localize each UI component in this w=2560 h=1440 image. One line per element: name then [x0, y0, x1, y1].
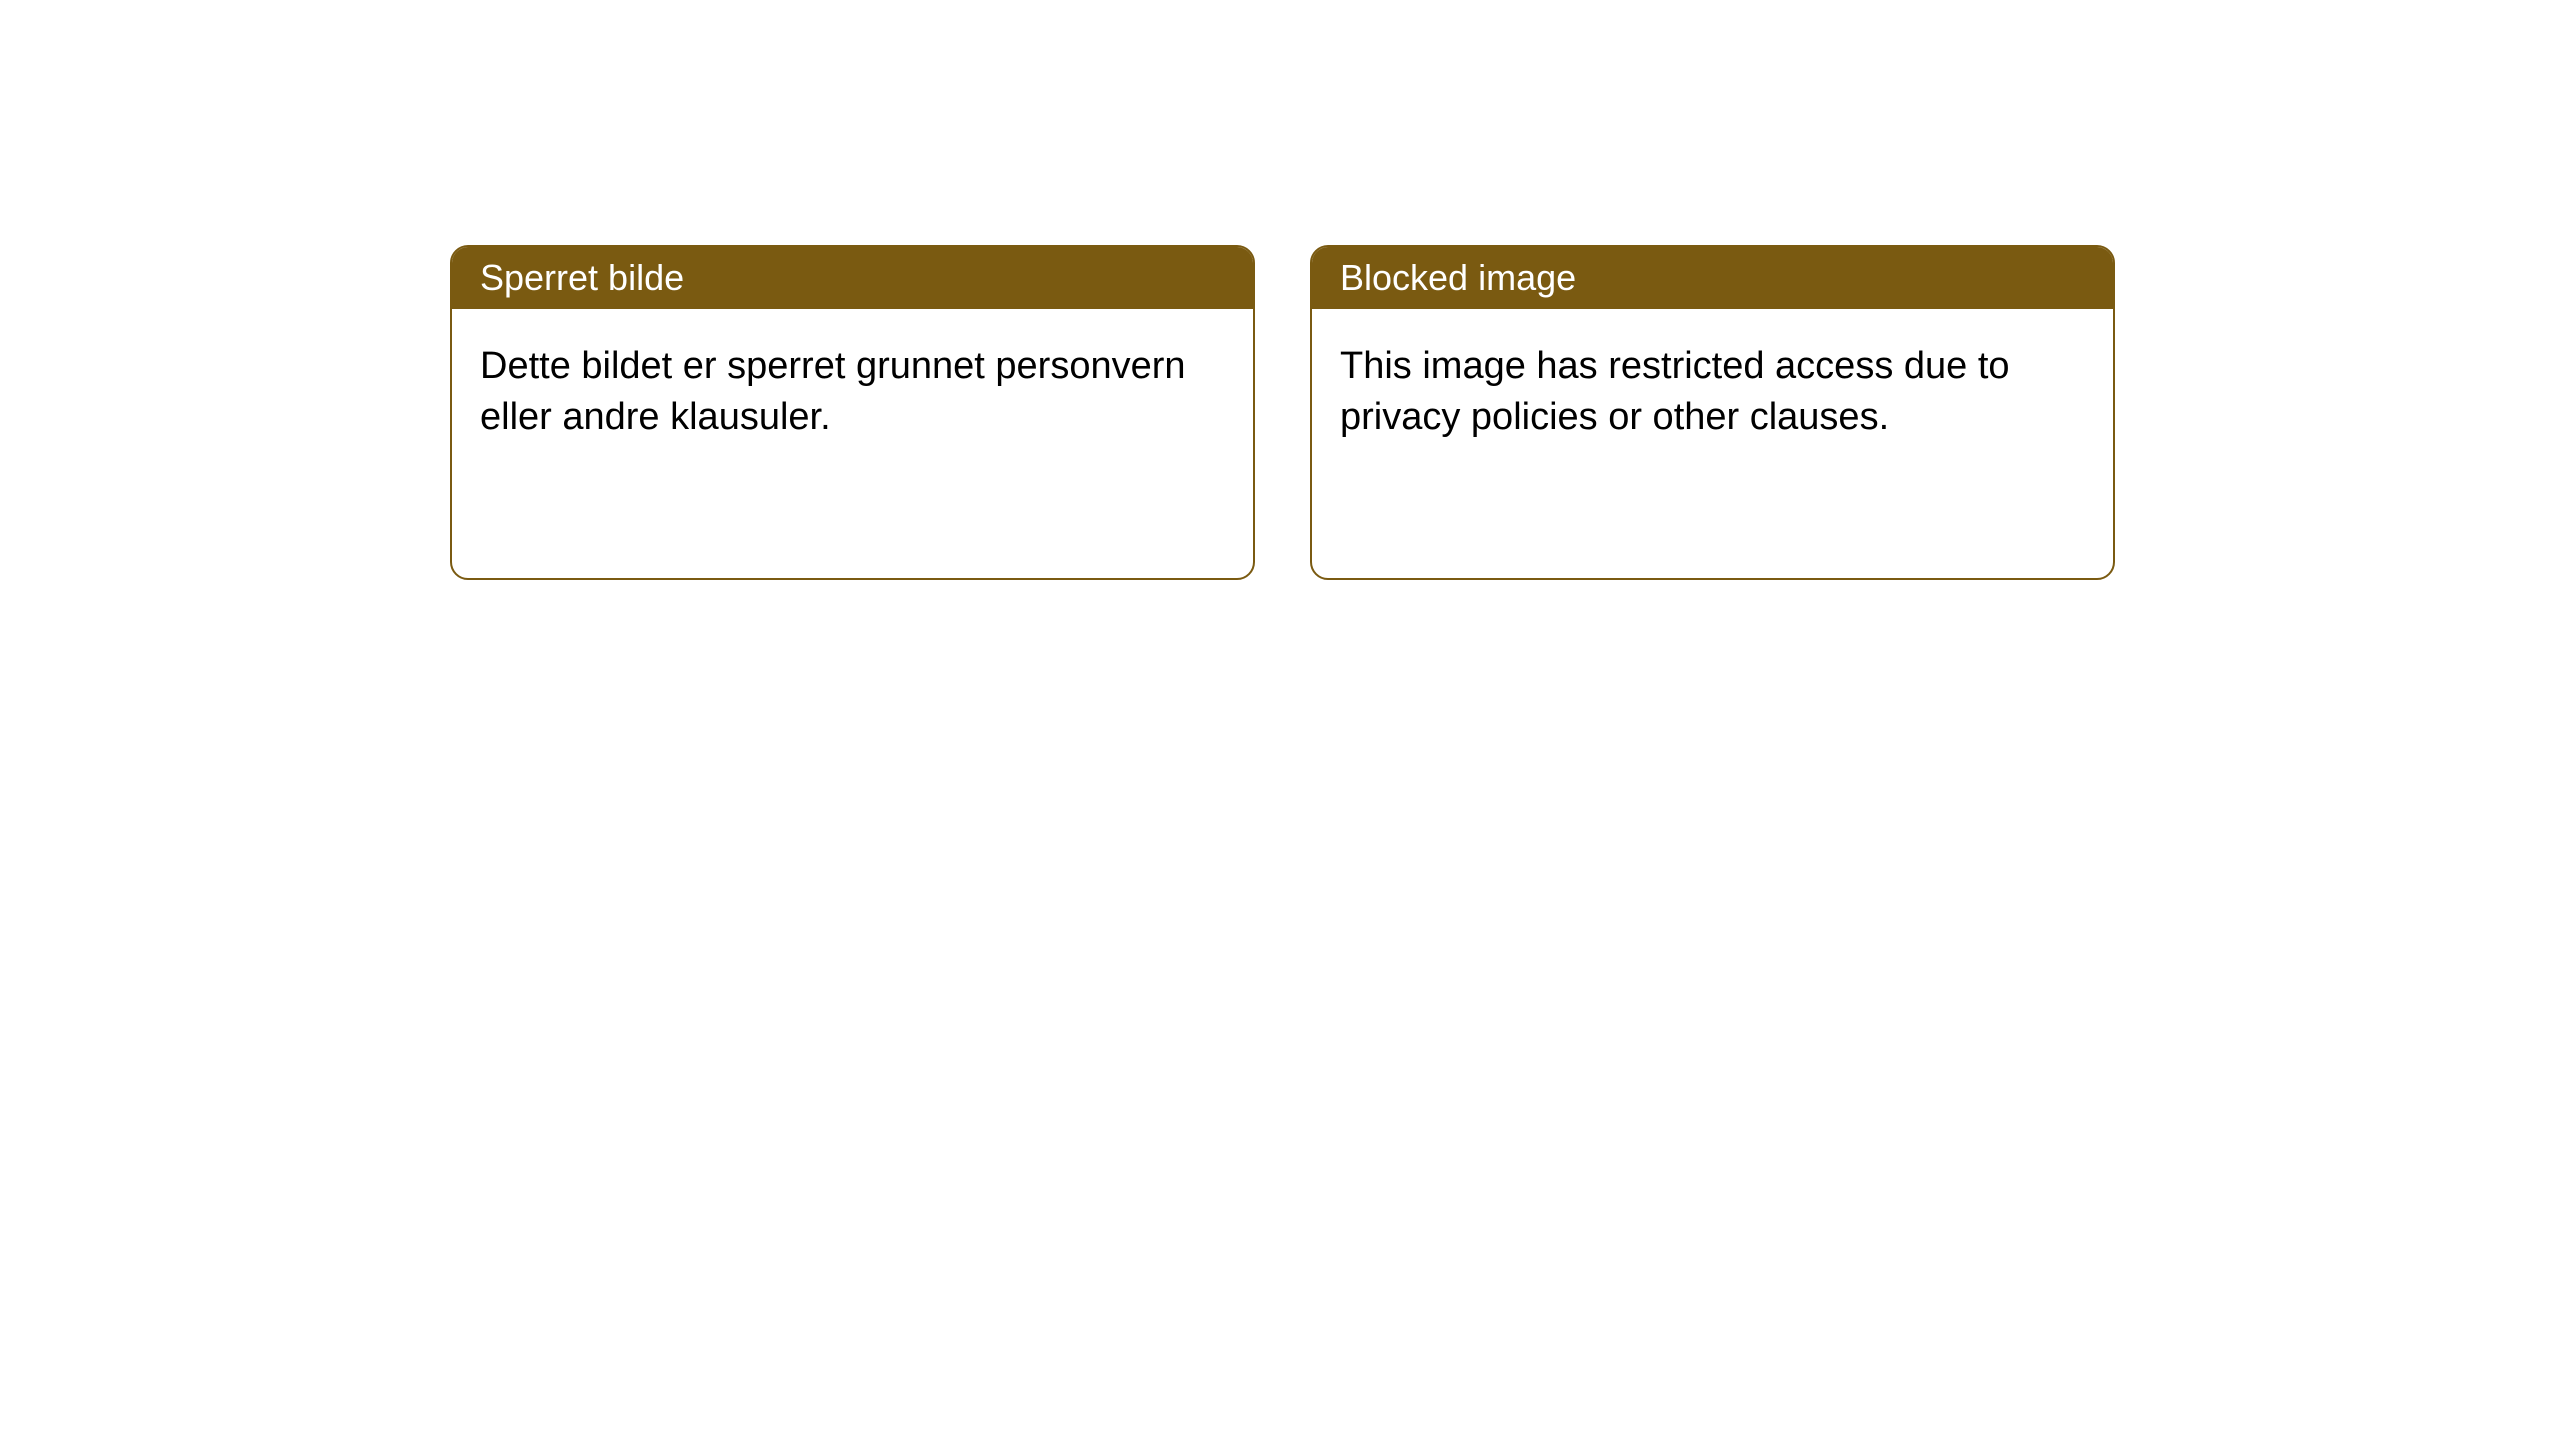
- notice-body: This image has restricted access due to …: [1312, 309, 2113, 476]
- notice-title: Blocked image: [1340, 257, 1576, 298]
- notice-container: Sperret bilde Dette bildet er sperret gr…: [0, 0, 2560, 580]
- notice-header: Blocked image: [1312, 247, 2113, 309]
- notice-card-english: Blocked image This image has restricted …: [1310, 245, 2115, 580]
- notice-body: Dette bildet er sperret grunnet personve…: [452, 309, 1253, 476]
- notice-body-text: Dette bildet er sperret grunnet personve…: [480, 345, 1186, 438]
- notice-title: Sperret bilde: [480, 257, 684, 298]
- notice-card-norwegian: Sperret bilde Dette bildet er sperret gr…: [450, 245, 1255, 580]
- notice-body-text: This image has restricted access due to …: [1340, 345, 2010, 438]
- notice-header: Sperret bilde: [452, 247, 1253, 309]
